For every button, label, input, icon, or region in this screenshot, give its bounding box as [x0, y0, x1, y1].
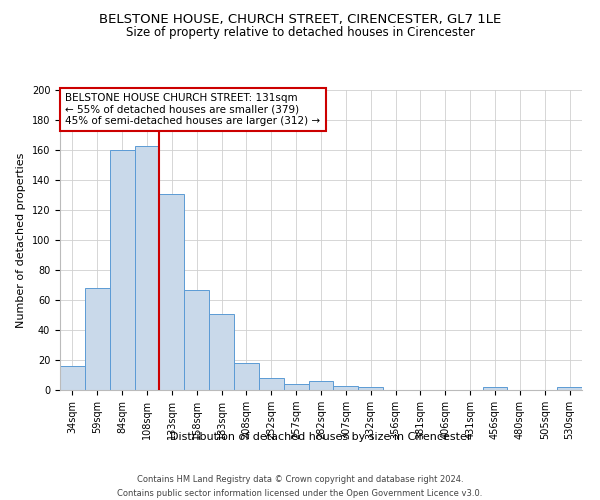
Text: BELSTONE HOUSE CHURCH STREET: 131sqm
← 55% of detached houses are smaller (379)
: BELSTONE HOUSE CHURCH STREET: 131sqm ← 5…: [65, 93, 320, 126]
Bar: [358, 387, 383, 390]
Bar: [60, 366, 85, 390]
Bar: [334, 386, 358, 390]
Bar: [209, 314, 234, 390]
Bar: [284, 384, 308, 390]
Bar: [184, 290, 209, 390]
Text: BELSTONE HOUSE, CHURCH STREET, CIRENCESTER, GL7 1LE: BELSTONE HOUSE, CHURCH STREET, CIRENCEST…: [99, 12, 501, 26]
Y-axis label: Number of detached properties: Number of detached properties: [16, 152, 26, 328]
Text: Contains HM Land Registry data © Crown copyright and database right 2024.
Contai: Contains HM Land Registry data © Crown c…: [118, 476, 482, 498]
Bar: [557, 387, 582, 390]
Bar: [110, 150, 134, 390]
Bar: [160, 194, 184, 390]
Bar: [259, 378, 284, 390]
Text: Distribution of detached houses by size in Cirencester: Distribution of detached houses by size …: [170, 432, 472, 442]
Bar: [482, 387, 508, 390]
Bar: [234, 363, 259, 390]
Bar: [308, 381, 334, 390]
Bar: [85, 288, 110, 390]
Bar: [134, 146, 160, 390]
Text: Size of property relative to detached houses in Cirencester: Size of property relative to detached ho…: [125, 26, 475, 39]
